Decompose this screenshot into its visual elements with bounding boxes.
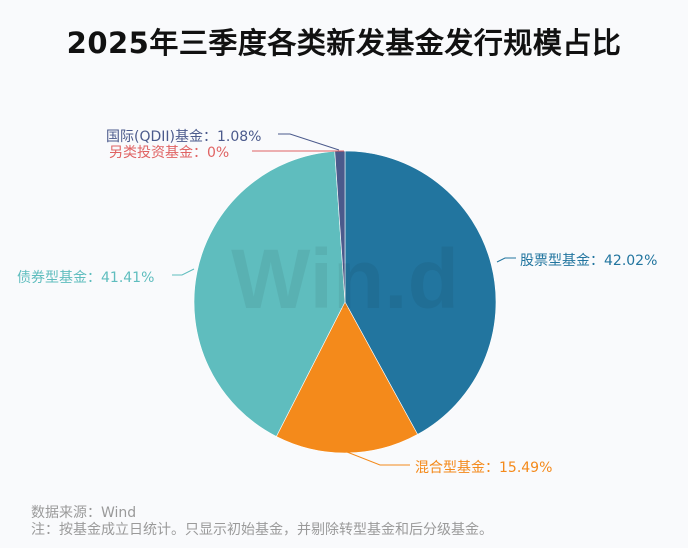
pie-slice-1 (275, 301, 418, 454)
leader-qdii (278, 133, 340, 151)
leader-stock (496, 257, 516, 263)
watermark: Win.d (231, 232, 459, 326)
leader-bond (172, 268, 195, 276)
label-stock: 股票型基金：42.02% (520, 253, 658, 269)
pie-slice-2 (193, 151, 346, 437)
leader-lines (172, 133, 516, 466)
leader-mixed (346, 451, 410, 466)
label-alt: 另类投资基金：0% (109, 145, 230, 161)
label-qdii: 国际(QDII)基金：1.08% (106, 129, 262, 145)
data-source: 数据来源：Wind (31, 505, 137, 521)
pie-slice-0 (344, 150, 497, 435)
label-bond: 债券型基金：41.41% (17, 270, 155, 286)
footnote: 注：按基金成立日统计。只显示初始基金，并剔除转型基金和后分级基金。 (31, 522, 493, 538)
chart-title: 2025年三季度各类新发基金发行规模占比 (66, 26, 622, 60)
pie-slices (193, 150, 497, 454)
label-mixed: 混合型基金：15.49% (415, 460, 553, 476)
